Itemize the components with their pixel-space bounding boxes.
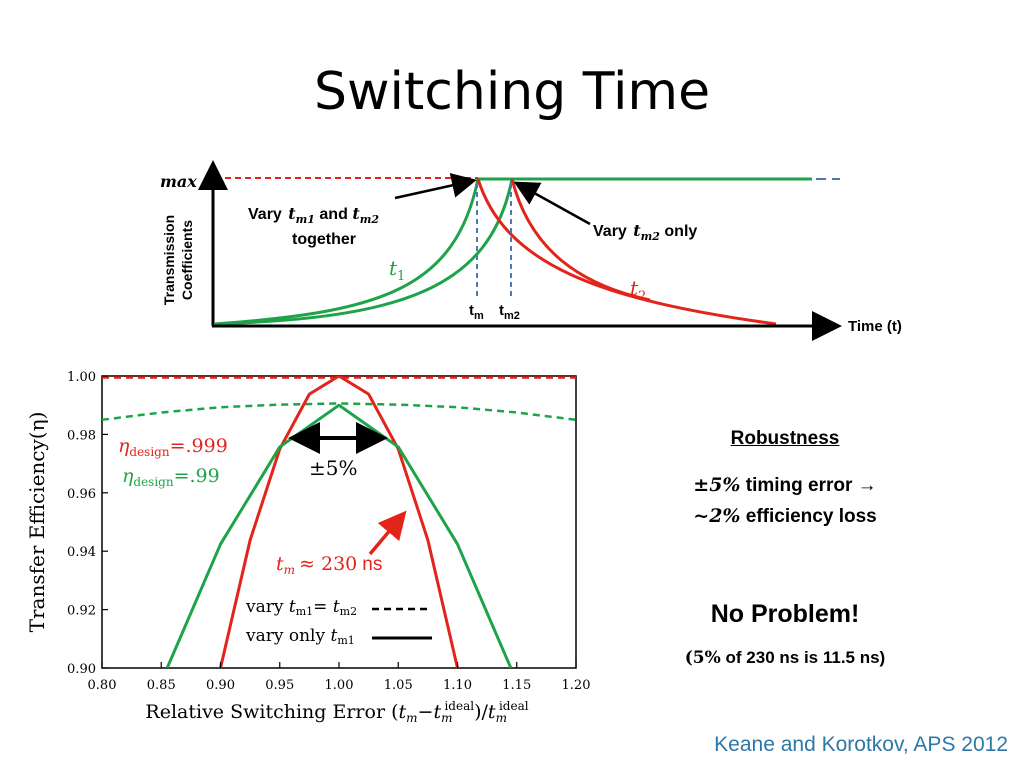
top-xlabel: Time (t): [848, 318, 902, 335]
page-title: Switching Time: [313, 62, 711, 122]
right-annotation: Vary tm2 only: [593, 221, 697, 244]
robustness-line-2: ~2% efficiency loss: [693, 505, 877, 527]
right-annotation-arrow: [513, 181, 591, 226]
plus-minus-label: ±5%: [309, 456, 358, 480]
t1-label: t1: [389, 256, 405, 284]
left-annotation: Vary tm1 and tm2: [248, 204, 379, 227]
series-line-4: [165, 403, 513, 668]
t2-label: t2: [630, 276, 646, 304]
plot-frame: [101, 375, 577, 669]
legend-entry-2: vary only tm1: [245, 626, 355, 647]
top-schematic-chart: max Transmission Coefficients Time (t) V…: [160, 160, 902, 341]
x-tick-label: 1.00: [325, 678, 354, 693]
eta-green-label: ηdesign=.99: [122, 465, 220, 489]
tick-tm: tm: [469, 302, 484, 322]
efficiency-chart: 0.80 0.85 0.90 0.95 1.00 1.05 1.10 1.15 1.20 0.90…: [25, 370, 591, 725]
eta-red-label: ηdesign=.999: [118, 435, 228, 459]
legend: vary tm1= tm2 vary only tm1: [245, 597, 432, 647]
eff-ylabel: Transfer Efficiency(η): [25, 412, 49, 633]
left-annotation-arrow: [394, 173, 477, 200]
legend-entry-1: vary tm1= tm2: [245, 597, 357, 618]
robustness-title: Robustness: [730, 428, 840, 449]
eff-xlabel: Relative Switching Error (tm−tmideal)/tm…: [145, 699, 528, 725]
top-ylabel-line1: Transmission: [161, 215, 177, 305]
left-annotation-line2: together: [292, 231, 356, 248]
y-tick-label: 1.00: [67, 370, 96, 385]
x-tick-label: 0.85: [147, 678, 176, 693]
x-tick-label: 1.10: [443, 678, 472, 693]
y-tick-label: 0.92: [67, 604, 96, 619]
y-tick-label: 0.90: [67, 662, 96, 677]
t2-curve-from-tm: [476, 178, 777, 326]
x-tick-label: 0.90: [206, 678, 235, 693]
tm-approx-label: tm ≈ 230 ns: [276, 553, 382, 577]
citation: Keane and Korotkov, APS 2012: [714, 733, 1008, 756]
x-tick-label: 0.80: [88, 678, 117, 693]
no-problem-text: No Problem!: [710, 600, 860, 628]
x-tick-label: 0.95: [265, 678, 294, 693]
x-tick-label: 1.15: [502, 678, 531, 693]
y-tick-label: 0.98: [67, 428, 96, 443]
top-ylabel-line2: Coefficients: [179, 220, 195, 300]
tm-red-arrow: [368, 510, 407, 556]
y-tick-label: 0.94: [67, 545, 96, 560]
t1-curve-outer: [214, 178, 480, 326]
y-tick-label: 0.96: [67, 487, 96, 502]
robustness-line-1: ±5% timing error →: [693, 474, 877, 496]
tick-tm2: tm2: [499, 302, 520, 322]
x-tick-label: 1.05: [384, 678, 413, 693]
x-tick-label: 1.20: [562, 678, 591, 693]
y-max-label: max: [160, 172, 197, 191]
series-line-3: [219, 376, 459, 668]
note-text: (5% of 230 ns is 11.5 ns): [684, 648, 886, 668]
